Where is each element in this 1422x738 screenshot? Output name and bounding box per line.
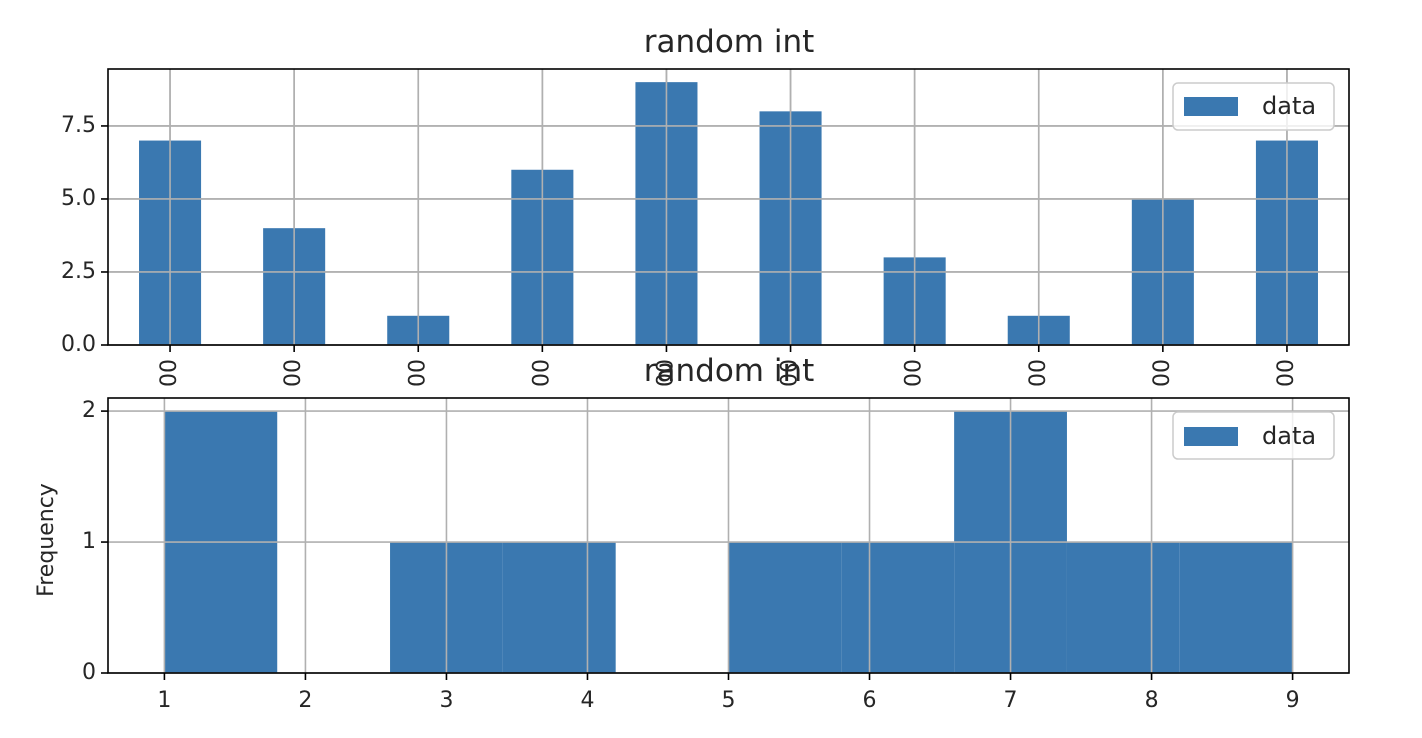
bar-legend-swatch xyxy=(1184,97,1238,116)
bar-chart-axes: 00 00 00 00 00 00 00 00 00 00 0.0 2.5 5.0 7.5 xyxy=(61,113,1299,387)
histogram-panel: 1 2 3 4 5 6 7 8 9 0 1 2 random int Frequency data xyxy=(34,353,1350,713)
histogram-legend-box xyxy=(1172,411,1335,460)
histogram-bar xyxy=(728,542,842,673)
histogram-ylabel: Frequency xyxy=(34,483,59,597)
bar-chart-legend: data xyxy=(1172,82,1335,131)
bar-legend-label: data xyxy=(1262,92,1316,120)
histogram-ytick-label: 1 xyxy=(82,529,96,554)
bar-chart-grid-overlay xyxy=(108,69,1349,346)
histogram-xtick-label: 7 xyxy=(1004,688,1018,713)
histogram-xtick-label: 9 xyxy=(1286,688,1300,713)
bar-xtick-label: 00 xyxy=(157,359,182,387)
bar-legend-box xyxy=(1172,82,1335,131)
bar-chart-title: random int xyxy=(644,24,815,60)
bar-xtick-label: 00 xyxy=(1274,359,1299,387)
histogram-bar xyxy=(841,542,955,673)
histogram-title: random int xyxy=(644,353,815,389)
bar-xtick-label: 00 xyxy=(281,359,306,387)
histogram-frame xyxy=(107,397,1350,674)
bar-ytick-label: 2.5 xyxy=(61,259,96,284)
histogram-bar xyxy=(502,542,616,673)
histogram-bar xyxy=(1066,542,1180,673)
bar-xtick-label: 00 xyxy=(653,359,678,387)
histogram-ytick-label: 2 xyxy=(82,398,96,423)
histogram-legend-swatch xyxy=(1184,427,1238,446)
histogram-xtick-label: 5 xyxy=(722,688,736,713)
bar-ytick-label: 5.0 xyxy=(61,186,96,211)
bar-xtick-label: 00 xyxy=(778,359,803,387)
bar-xtick-label: 00 xyxy=(1150,359,1175,387)
bar-chart-bars xyxy=(139,82,1318,346)
bar-chart-panel: random int 00 00 00 00 00 00 00 00 00 00 0.0 2.5 5.0… xyxy=(61,24,1350,387)
histogram-xtick-label: 4 xyxy=(580,688,594,713)
histogram-legend-label: data xyxy=(1262,422,1316,450)
bar-ytick-label: 0.0 xyxy=(61,332,96,357)
bar-xtick-label: 00 xyxy=(529,359,554,387)
histogram-bar xyxy=(1179,542,1293,673)
histogram-legend: data xyxy=(1172,411,1335,460)
bar-ytick-label: 7.5 xyxy=(61,113,96,138)
histogram-ytick-label: 0 xyxy=(82,660,96,685)
histogram-xtick-label: 2 xyxy=(298,688,312,713)
histogram-xtick-label: 8 xyxy=(1145,688,1159,713)
histogram-xtick-label: 3 xyxy=(439,688,453,713)
histogram-axes: 1 2 3 4 5 6 7 8 9 0 1 2 xyxy=(82,398,1300,713)
bar-xtick-label: 00 xyxy=(405,359,430,387)
bar-xtick-label: 00 xyxy=(1026,359,1051,387)
histogram-xtick-label: 1 xyxy=(157,688,171,713)
bar-xtick-label: 00 xyxy=(902,359,927,387)
histogram-xtick-label: 6 xyxy=(863,688,877,713)
bar-chart-frame xyxy=(107,68,1350,346)
